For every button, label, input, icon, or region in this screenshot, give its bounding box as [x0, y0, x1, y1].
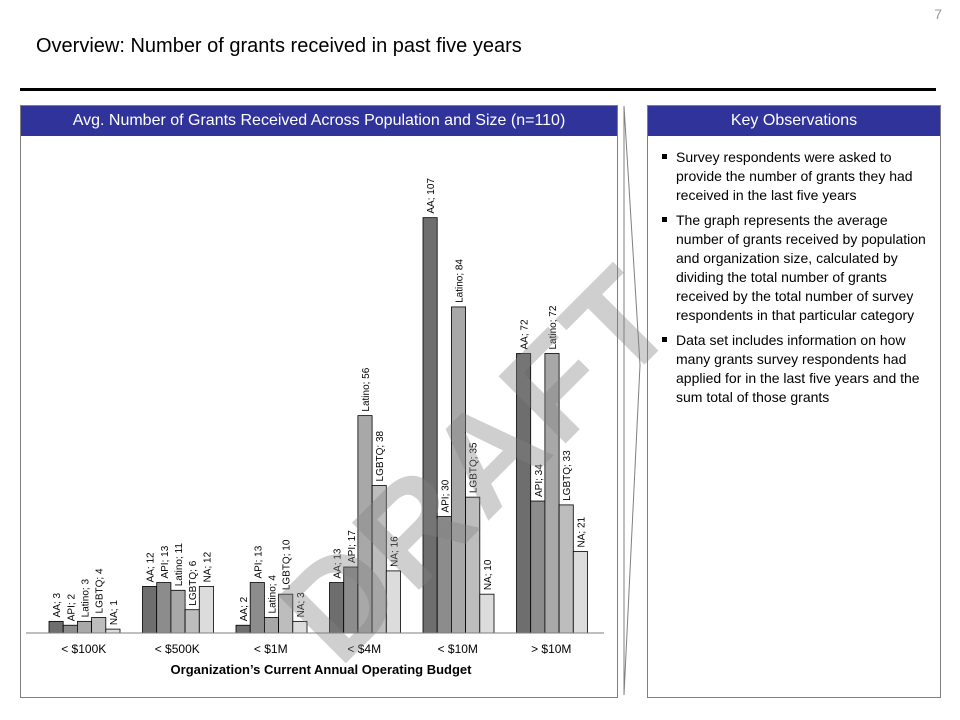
data-label: AA; 3: [52, 592, 63, 617]
data-label: LGBTQ; 10: [282, 539, 293, 590]
data-label: Latino; 84: [455, 259, 466, 303]
observations-list: Survey respondents were asked to provide…: [648, 136, 940, 407]
data-label: Latino; 56: [361, 367, 372, 411]
square-bullet-icon: [662, 337, 667, 342]
bar-na: [105, 628, 121, 634]
x-tick-label: < $4M: [347, 642, 381, 656]
data-label: LGBTQ; 6: [188, 560, 199, 605]
bar-latino: [357, 415, 373, 634]
chart-panel: Avg. Number of Grants Received Across Po…: [20, 105, 618, 698]
bar-aa: [422, 217, 438, 634]
bar-lgbtq: [91, 617, 107, 634]
chart-panel-header: Avg. Number of Grants Received Across Po…: [21, 106, 617, 136]
bar-lgbtq: [558, 504, 574, 634]
bar-latino: [170, 589, 186, 634]
bar-lgbtq: [184, 609, 200, 634]
data-label: LGBTQ; 33: [562, 450, 573, 501]
data-label: LGBTQ; 38: [375, 430, 386, 481]
data-label: NA; 16: [389, 536, 400, 567]
bar-api: [343, 566, 359, 634]
observation-text: Survey respondents were asked to provide…: [676, 149, 913, 203]
x-tick-label: < $1M: [254, 642, 288, 656]
title-rule: [20, 88, 936, 91]
grants-bar-chart: AA; 3 API; 2 Latino; 3 LGBTQ; 4 NA; 1 < $100K…: [26, 178, 604, 677]
x-tick-label: < $100K: [61, 642, 106, 656]
slide-title: Overview: Number of grants received in p…: [36, 35, 522, 57]
bar-api: [62, 624, 78, 634]
data-label: NA; 12: [202, 551, 213, 582]
x-tick-label: < $10M: [438, 642, 478, 656]
observation-item: The graph represents the average number …: [662, 211, 930, 325]
square-bullet-icon: [662, 217, 667, 222]
observation-text: Data set includes information on how man…: [676, 332, 920, 405]
bar-api: [249, 582, 265, 634]
data-label: API; 17: [347, 530, 358, 563]
data-label: AA; 2: [239, 596, 250, 621]
observation-item: Data set includes information on how man…: [662, 331, 930, 407]
bar-latino: [450, 306, 466, 634]
data-label: LGBTQ; 35: [469, 442, 480, 493]
bar-aa: [516, 353, 532, 634]
square-bullet-icon: [662, 154, 667, 159]
page-number: 7: [934, 6, 942, 22]
bar-lgbtq: [465, 496, 481, 634]
x-axis-title: Organization’s Current Annual Operating …: [171, 662, 473, 677]
observations-panel: Key Observations Survey respondents were…: [647, 105, 941, 698]
bar-api: [156, 582, 172, 634]
bar-aa: [329, 582, 345, 634]
bar-lgbtq: [278, 593, 294, 634]
bar-na: [385, 570, 401, 634]
data-label: AA; 107: [426, 178, 437, 214]
x-tick-label: < $500K: [155, 642, 200, 656]
data-label: API; 2: [66, 594, 77, 622]
data-label: AA; 13: [333, 548, 344, 578]
bar-aa: [48, 620, 64, 634]
data-label: AA; 72: [520, 319, 531, 349]
bar-api: [530, 500, 546, 634]
x-tick-label: > $10M: [531, 642, 571, 656]
observation-item: Survey respondents were asked to provide…: [662, 148, 930, 205]
data-label: Latino; 11: [174, 543, 185, 587]
bar-aa: [142, 586, 158, 634]
chevron-arrow-icon: [623, 105, 641, 696]
data-label: Latino; 3: [81, 579, 92, 618]
data-label: API; 13: [160, 545, 171, 578]
data-label: API; 34: [534, 464, 545, 497]
data-label: LGBTQ; 4: [95, 568, 106, 613]
observation-text: The graph represents the average number …: [676, 212, 926, 323]
bar-aa: [235, 624, 251, 634]
bar-na: [479, 593, 495, 634]
bar-na: [292, 620, 308, 634]
data-label: Latino; 72: [548, 305, 559, 349]
data-label: NA; 3: [296, 592, 307, 617]
bar-lgbtq: [371, 485, 387, 634]
bar-na: [572, 551, 588, 634]
bar-latino: [77, 620, 93, 634]
data-label: API; 30: [440, 479, 451, 512]
bar-latino: [544, 353, 560, 634]
observations-header: Key Observations: [648, 106, 940, 136]
data-label: AA; 12: [146, 552, 157, 582]
bar-na: [198, 586, 214, 634]
data-label: Latino; 4: [268, 575, 279, 614]
data-label: NA; 10: [483, 559, 494, 590]
bar-latino: [263, 617, 279, 634]
data-label: NA; 21: [576, 516, 587, 547]
data-label: API; 13: [253, 545, 264, 578]
bar-api: [436, 516, 452, 634]
data-label: NA; 1: [109, 600, 120, 625]
